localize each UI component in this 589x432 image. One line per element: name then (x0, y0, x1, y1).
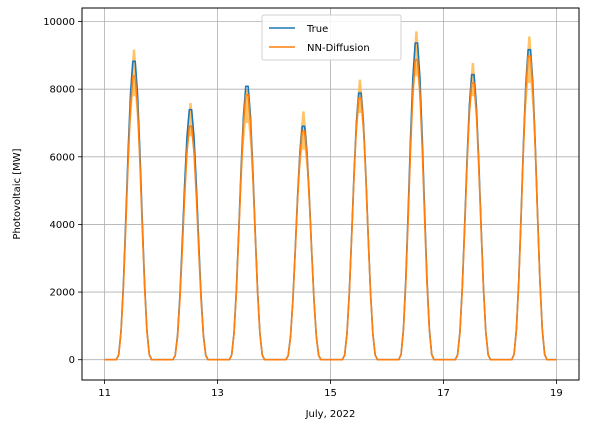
y-tick-label: 0 (69, 355, 75, 366)
y-tick-label: 4000 (50, 220, 75, 231)
x-tick-label: 13 (211, 388, 224, 399)
legend: True NN-Diffusion (262, 15, 401, 60)
x-tick-label: 15 (324, 388, 337, 399)
legend-label-nn-diffusion: NN-Diffusion (307, 43, 370, 54)
y-tick-label: 6000 (50, 152, 75, 163)
y-axis-label: Photovoltaic [MW] (12, 148, 23, 239)
y-tick-label: 8000 (50, 85, 75, 96)
x-tick-label: 19 (550, 388, 563, 399)
x-tick-label: 11 (98, 388, 111, 399)
legend-label-true: True (306, 24, 328, 35)
y-tick-label: 2000 (50, 288, 75, 299)
x-axis-label: July, 2022 (305, 409, 356, 420)
y-tick-label: 10000 (43, 17, 75, 28)
x-tick-label: 17 (437, 388, 450, 399)
